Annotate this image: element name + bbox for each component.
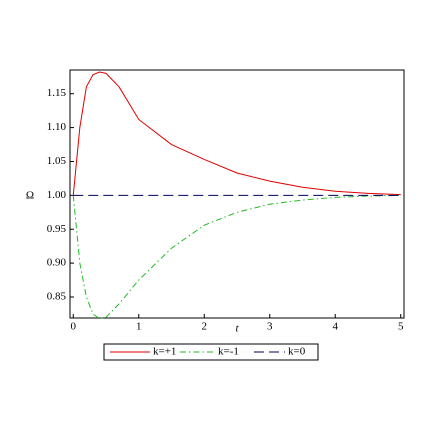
y-tick-label: 1.00 — [47, 189, 67, 201]
y-tick-label: 0.95 — [47, 223, 67, 235]
x-tick-label: 5 — [398, 321, 404, 333]
legend-label: k=-1 — [218, 346, 239, 358]
legend-label: k=+1 — [153, 346, 176, 358]
x-tick-label: 4 — [332, 321, 338, 333]
x-tick-label: 3 — [267, 321, 273, 333]
x-tick-label: 2 — [202, 321, 208, 333]
y-axis-label: Ω — [26, 190, 34, 202]
legend-label: k=0 — [288, 346, 306, 358]
legend-box — [103, 343, 319, 361]
y-tick-label: 1.10 — [47, 121, 67, 133]
x-axis-label: t — [235, 323, 239, 335]
y-tick-label: 1.15 — [47, 87, 67, 99]
series-line — [72, 194, 401, 320]
series-line — [72, 71, 401, 196]
y-tick-label: 1.05 — [47, 155, 67, 167]
x-tick-label: 1 — [136, 321, 142, 333]
y-tick-label: 0.90 — [47, 257, 67, 269]
y-tick-label: 0.85 — [47, 291, 67, 303]
plot-frame — [69, 69, 405, 319]
x-tick-label: 0 — [71, 321, 77, 333]
